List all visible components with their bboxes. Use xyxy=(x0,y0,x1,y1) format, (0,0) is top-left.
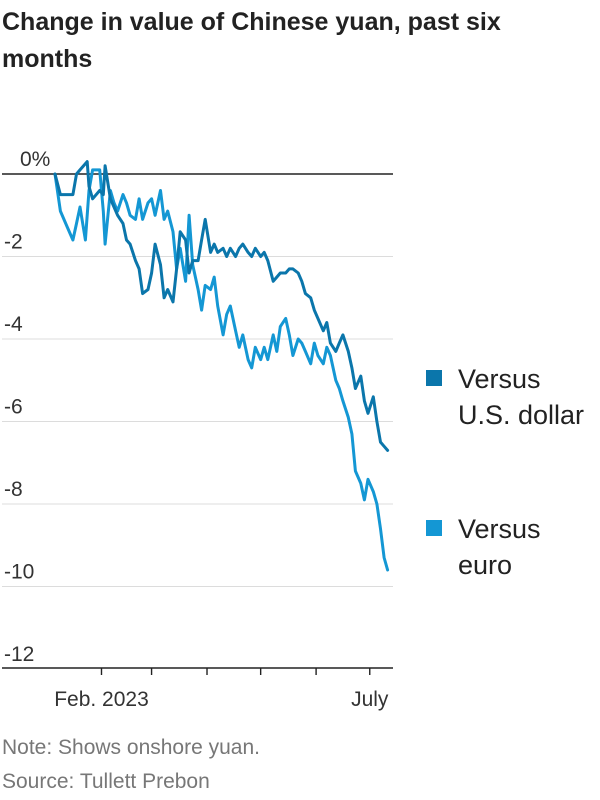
x-axis: Feb. 2023 July xyxy=(2,667,393,711)
chart-note: Note: Shows onshore yuan. xyxy=(2,736,260,759)
legend-swatch xyxy=(426,370,442,386)
y-tick-label: -4 xyxy=(4,313,23,336)
grid-layer xyxy=(2,173,393,587)
legend-label: Versus U.S. dollar xyxy=(458,364,584,430)
y-tick-label: -2 xyxy=(4,231,23,254)
series-layer xyxy=(53,160,390,572)
x-tick-label: July xyxy=(351,688,389,711)
x-tick-label: Feb. 2023 xyxy=(54,688,149,711)
legend: Versus U.S. dollar Versus euro xyxy=(426,364,584,580)
y-tick-label: -6 xyxy=(4,396,23,419)
series-line xyxy=(53,168,390,572)
chart-source: Source: Tullett Prebon xyxy=(2,770,210,793)
y-tick-label: 0% xyxy=(20,148,50,171)
legend-label: Versus euro xyxy=(458,514,541,580)
series-line xyxy=(53,160,390,452)
y-tick-labels: 0% -2 -4 -6 -8 -10 -12 xyxy=(4,148,50,666)
chart-title: Change in value of Chinese yuan, past si… xyxy=(2,8,501,73)
y-tick-label: -10 xyxy=(4,561,34,584)
y-tick-label: -12 xyxy=(4,643,34,666)
legend-swatch xyxy=(426,520,442,536)
y-tick-label: -8 xyxy=(4,478,23,501)
